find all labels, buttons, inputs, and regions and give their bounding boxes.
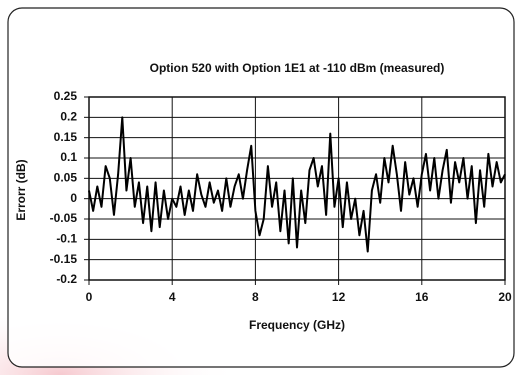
plot-area	[88, 96, 506, 281]
chart-title: Option 520 with Option 1E1 at -110 dBm (…	[150, 61, 445, 75]
y-tick-label: 0.1	[60, 150, 77, 164]
y-tick-label: 0	[70, 191, 77, 205]
x-axis-label: Frequency (GHz)	[249, 318, 345, 332]
y-tick-label: -0.15	[50, 252, 78, 266]
x-tick-label: 16	[415, 290, 429, 304]
data-line	[88, 116, 506, 253]
x-tick-label: 8	[252, 290, 259, 304]
y-axis-label: Errorr (dB)	[14, 159, 28, 220]
y-tick-label: 0.2	[60, 110, 77, 124]
x-tick-label: 4	[169, 290, 176, 304]
x-tick-label: 0	[86, 290, 93, 304]
y-tick-label: -0.2	[56, 272, 77, 286]
y-tick-label: -0.1	[56, 232, 77, 246]
y-tick-label: -0.05	[50, 211, 78, 225]
x-tick-label: 12	[332, 290, 346, 304]
y-tick-label: 0.15	[54, 130, 78, 144]
y-tick-label: 0.05	[54, 171, 78, 185]
y-tick-label: 0.25	[54, 89, 78, 103]
x-tick-label: 20	[498, 290, 512, 304]
